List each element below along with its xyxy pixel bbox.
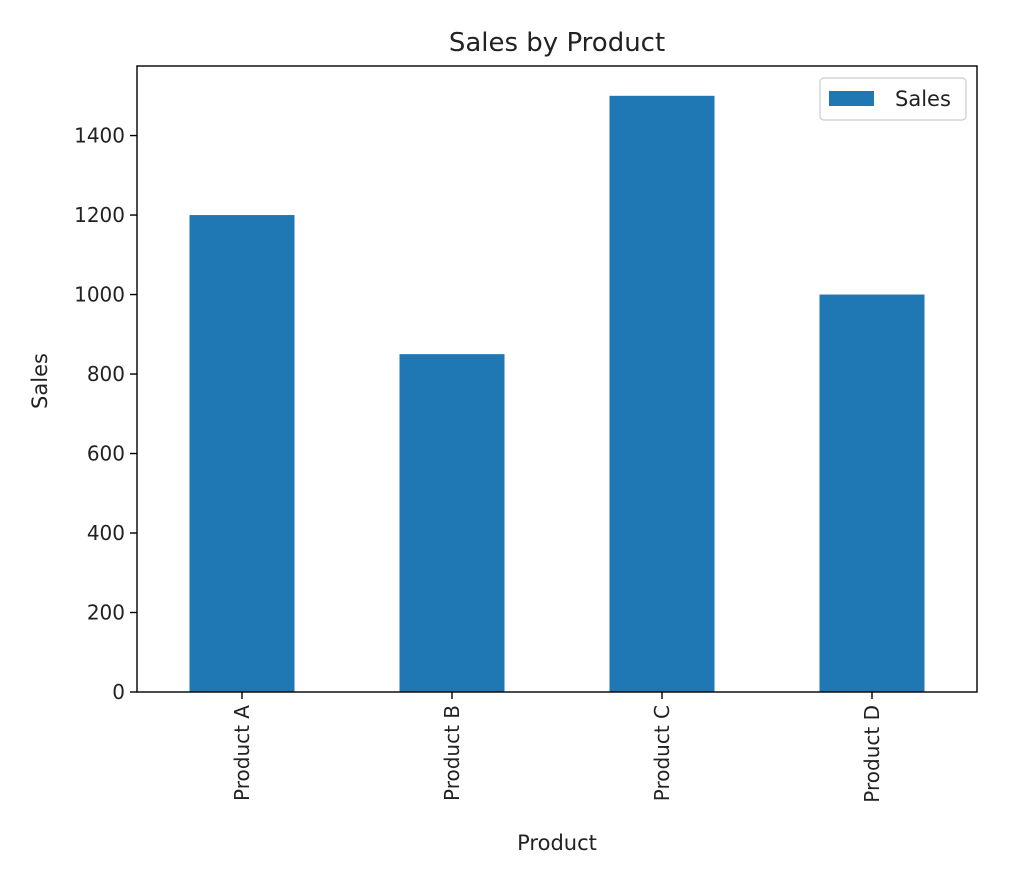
y-tick-label: 600	[87, 442, 125, 466]
legend: Sales	[819, 77, 967, 121]
y-tick-label: 1400	[74, 124, 125, 148]
y-tick-label: 1000	[74, 283, 125, 307]
legend-label: Sales	[895, 87, 951, 111]
x-tick-label: Product B	[440, 705, 464, 801]
y-axis-label: Sales	[28, 353, 52, 409]
bar-product-b	[399, 354, 505, 692]
y-tick-label: 800	[87, 362, 125, 386]
bar-product-c	[609, 95, 715, 693]
y-tick-label: 400	[87, 521, 125, 545]
y-tick-label: 0	[112, 680, 125, 704]
bar-product-a	[189, 215, 295, 693]
x-tick-label: Product A	[230, 705, 254, 801]
x-tick-label: Product D	[860, 705, 884, 803]
y-tick-label: 1200	[74, 203, 125, 227]
x-axis-label: Product	[517, 831, 597, 855]
bar-product-d	[819, 294, 925, 692]
y-tick-label: 200	[87, 601, 125, 625]
legend-frame	[819, 77, 967, 121]
plot-frame	[136, 65, 978, 693]
x-axis-ticks: Product A Product B Product C Product D	[230, 692, 884, 803]
chart-title: Sales by Product	[449, 28, 665, 58]
legend-swatch	[829, 91, 874, 106]
bars-group	[189, 95, 925, 693]
y-axis-ticks: 0 200 400 600 800 1000 1200 1400	[74, 124, 137, 704]
x-tick-label: Product C	[650, 705, 674, 801]
